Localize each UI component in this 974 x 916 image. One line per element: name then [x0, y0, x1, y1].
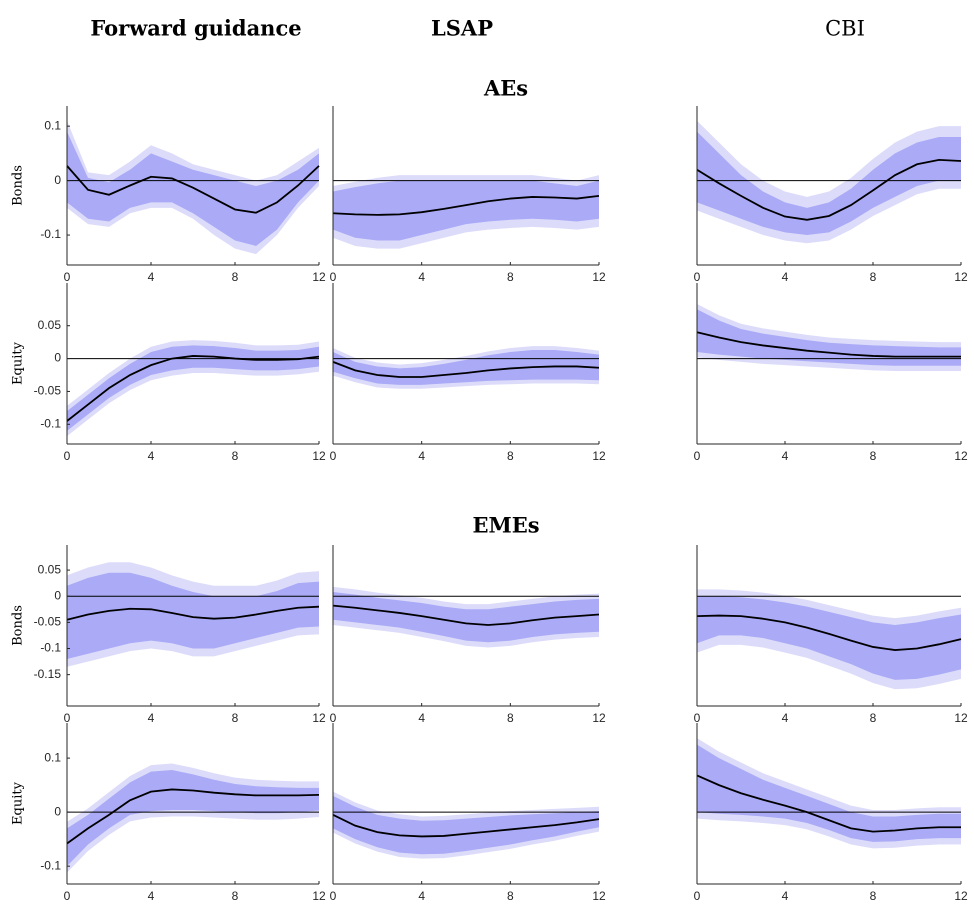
x-tick-label: 4: [148, 889, 155, 903]
x-tick-label: 0: [330, 889, 337, 903]
confidence-band: [697, 596, 961, 680]
x-tick-label: 0: [64, 889, 71, 903]
y-axis-label: Equity: [11, 341, 26, 385]
confidence-band: [67, 572, 319, 659]
y-tick-label: -0.05: [34, 384, 62, 398]
confidence-band: [697, 744, 961, 842]
x-tick-label: 12: [312, 270, 326, 284]
response-line: [696, 331, 961, 358]
x-tick-label: 8: [870, 270, 877, 284]
y-tick-label: 0.05: [38, 562, 62, 576]
y-tick-label: -0.1: [40, 641, 61, 655]
x-tick-label: 0: [330, 711, 337, 725]
response-line: [696, 774, 961, 833]
x-tick-label: 12: [954, 449, 968, 463]
x-tick-label: 12: [592, 889, 606, 903]
confidence-band: [333, 180, 599, 241]
x-tick-label: 4: [418, 711, 425, 725]
y-axis-label: Bonds: [11, 605, 26, 646]
response-line: [332, 361, 600, 378]
confidence-band: [697, 309, 961, 366]
x-tick-label: 8: [232, 711, 239, 725]
confidence-band: [333, 795, 599, 855]
x-tick-label: 8: [507, 711, 514, 725]
x-tick-label: 0: [330, 449, 337, 463]
confidence-band: [67, 345, 319, 431]
group-title: EMEs: [472, 513, 539, 538]
response-line: [696, 159, 962, 221]
x-tick-label: 4: [148, 270, 155, 284]
response-line: [66, 605, 320, 621]
x-tick-label: 4: [418, 889, 425, 903]
confidence-band: [697, 131, 961, 236]
x-tick-label: 4: [782, 270, 789, 284]
response-line: [66, 165, 320, 214]
response-line: [696, 614, 962, 651]
column-title: CBI: [825, 17, 865, 41]
y-tick-label: 0: [54, 351, 61, 365]
x-tick-label: 0: [694, 449, 701, 463]
x-tick-label: 12: [954, 711, 968, 725]
x-tick-label: 4: [148, 449, 155, 463]
y-tick-label: -0.1: [40, 416, 61, 430]
x-tick-label: 0: [64, 449, 71, 463]
x-tick-label: 12: [312, 711, 326, 725]
y-tick-label: 0.1: [44, 118, 61, 132]
confidence-band: [333, 592, 599, 643]
y-tick-label: 0: [54, 588, 61, 602]
y-tick-label: -0.05: [34, 615, 62, 629]
x-tick-label: 0: [64, 711, 71, 725]
y-tick-label: 0.1: [44, 750, 61, 764]
y-axis-label: Bonds: [11, 165, 26, 206]
x-tick-label: 12: [592, 449, 606, 463]
x-tick-label: 4: [782, 711, 789, 725]
x-tick-label: 0: [694, 889, 701, 903]
column-title: Forward guidance: [90, 16, 301, 41]
response-line: [332, 604, 600, 626]
x-tick-label: 12: [592, 711, 606, 725]
y-tick-label: -0.15: [34, 667, 62, 681]
x-tick-label: 0: [694, 711, 701, 725]
x-tick-label: 12: [312, 449, 326, 463]
x-tick-label: 4: [782, 889, 789, 903]
x-tick-label: 12: [592, 270, 606, 284]
y-tick-label: -0.1: [40, 858, 61, 872]
response-line: [332, 814, 600, 838]
y-axis-label: Equity: [11, 781, 26, 825]
x-tick-label: 8: [870, 449, 877, 463]
x-tick-label: 0: [64, 270, 71, 284]
x-tick-label: 12: [954, 889, 968, 903]
x-tick-label: 8: [232, 889, 239, 903]
x-tick-label: 4: [418, 449, 425, 463]
x-tick-label: 8: [870, 889, 877, 903]
confidence-band: [67, 131, 319, 246]
y-tick-label: 0: [54, 804, 61, 818]
x-tick-label: 8: [870, 711, 877, 725]
x-tick-label: 8: [507, 270, 514, 284]
x-tick-label: 12: [954, 270, 968, 284]
response-line: [332, 194, 600, 216]
confidence-band: [67, 770, 319, 867]
x-tick-label: 8: [232, 270, 239, 284]
y-tick-label: 0.05: [38, 318, 62, 332]
group-title: AEs: [483, 76, 528, 101]
x-tick-label: 4: [148, 711, 155, 725]
response-line: [66, 355, 320, 422]
y-tick-label: 0: [54, 173, 61, 187]
x-tick-label: 0: [694, 270, 701, 284]
x-tick-label: 0: [330, 270, 337, 284]
x-tick-label: 4: [418, 270, 425, 284]
response-line: [66, 788, 320, 845]
x-tick-label: 8: [232, 449, 239, 463]
x-tick-label: 4: [782, 449, 789, 463]
x-tick-label: 8: [507, 449, 514, 463]
y-tick-label: -0.1: [40, 227, 61, 241]
x-tick-label: 12: [312, 889, 326, 903]
x-tick-label: 8: [507, 889, 514, 903]
column-title: LSAP: [431, 16, 493, 41]
